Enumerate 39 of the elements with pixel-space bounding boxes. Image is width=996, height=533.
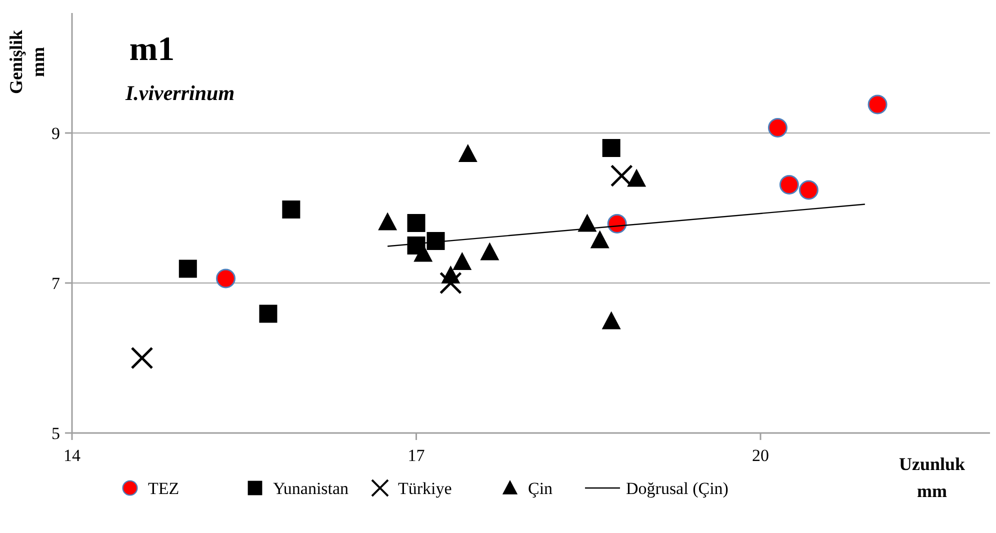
y-tick-label: 5: [52, 424, 60, 443]
x-tick-label: 20: [752, 446, 769, 465]
point: [216, 268, 236, 288]
x-tick-label: 17: [408, 446, 426, 465]
point: [607, 214, 627, 234]
legend-label: Türkiye: [398, 478, 452, 498]
point: [426, 232, 445, 250]
point: [590, 230, 610, 248]
legend-label: Yunanistan: [273, 478, 350, 498]
point: [378, 212, 398, 230]
y-axis-title: Genişlik mm: [6, 30, 48, 94]
legend-label: Doğrusal (Çin): [626, 478, 728, 498]
point: [407, 214, 426, 232]
point: [602, 139, 620, 157]
point: [130, 346, 154, 370]
point: [627, 168, 646, 187]
point: [178, 260, 197, 278]
x-tick-label: 14: [64, 446, 81, 465]
y-tick-label: 7: [52, 274, 60, 293]
text: m1: [129, 31, 175, 68]
point: [458, 144, 478, 162]
point: [610, 164, 633, 187]
point: [798, 180, 818, 200]
point: [282, 200, 300, 218]
legend-label: TEZ: [148, 478, 180, 498]
point: [480, 242, 500, 260]
x-axis-title: Uzunluk mm: [898, 454, 966, 501]
y-tick-label: 9: [52, 124, 60, 143]
point: [259, 304, 278, 323]
point: [441, 266, 460, 284]
point: [868, 94, 888, 114]
text: I.viverrinum: [124, 81, 235, 105]
point: [779, 175, 799, 194]
point: [439, 272, 462, 294]
point: [578, 214, 597, 232]
point: [768, 118, 788, 138]
point: [452, 252, 472, 270]
point: [602, 311, 621, 330]
legend-label: Çin: [528, 478, 554, 498]
